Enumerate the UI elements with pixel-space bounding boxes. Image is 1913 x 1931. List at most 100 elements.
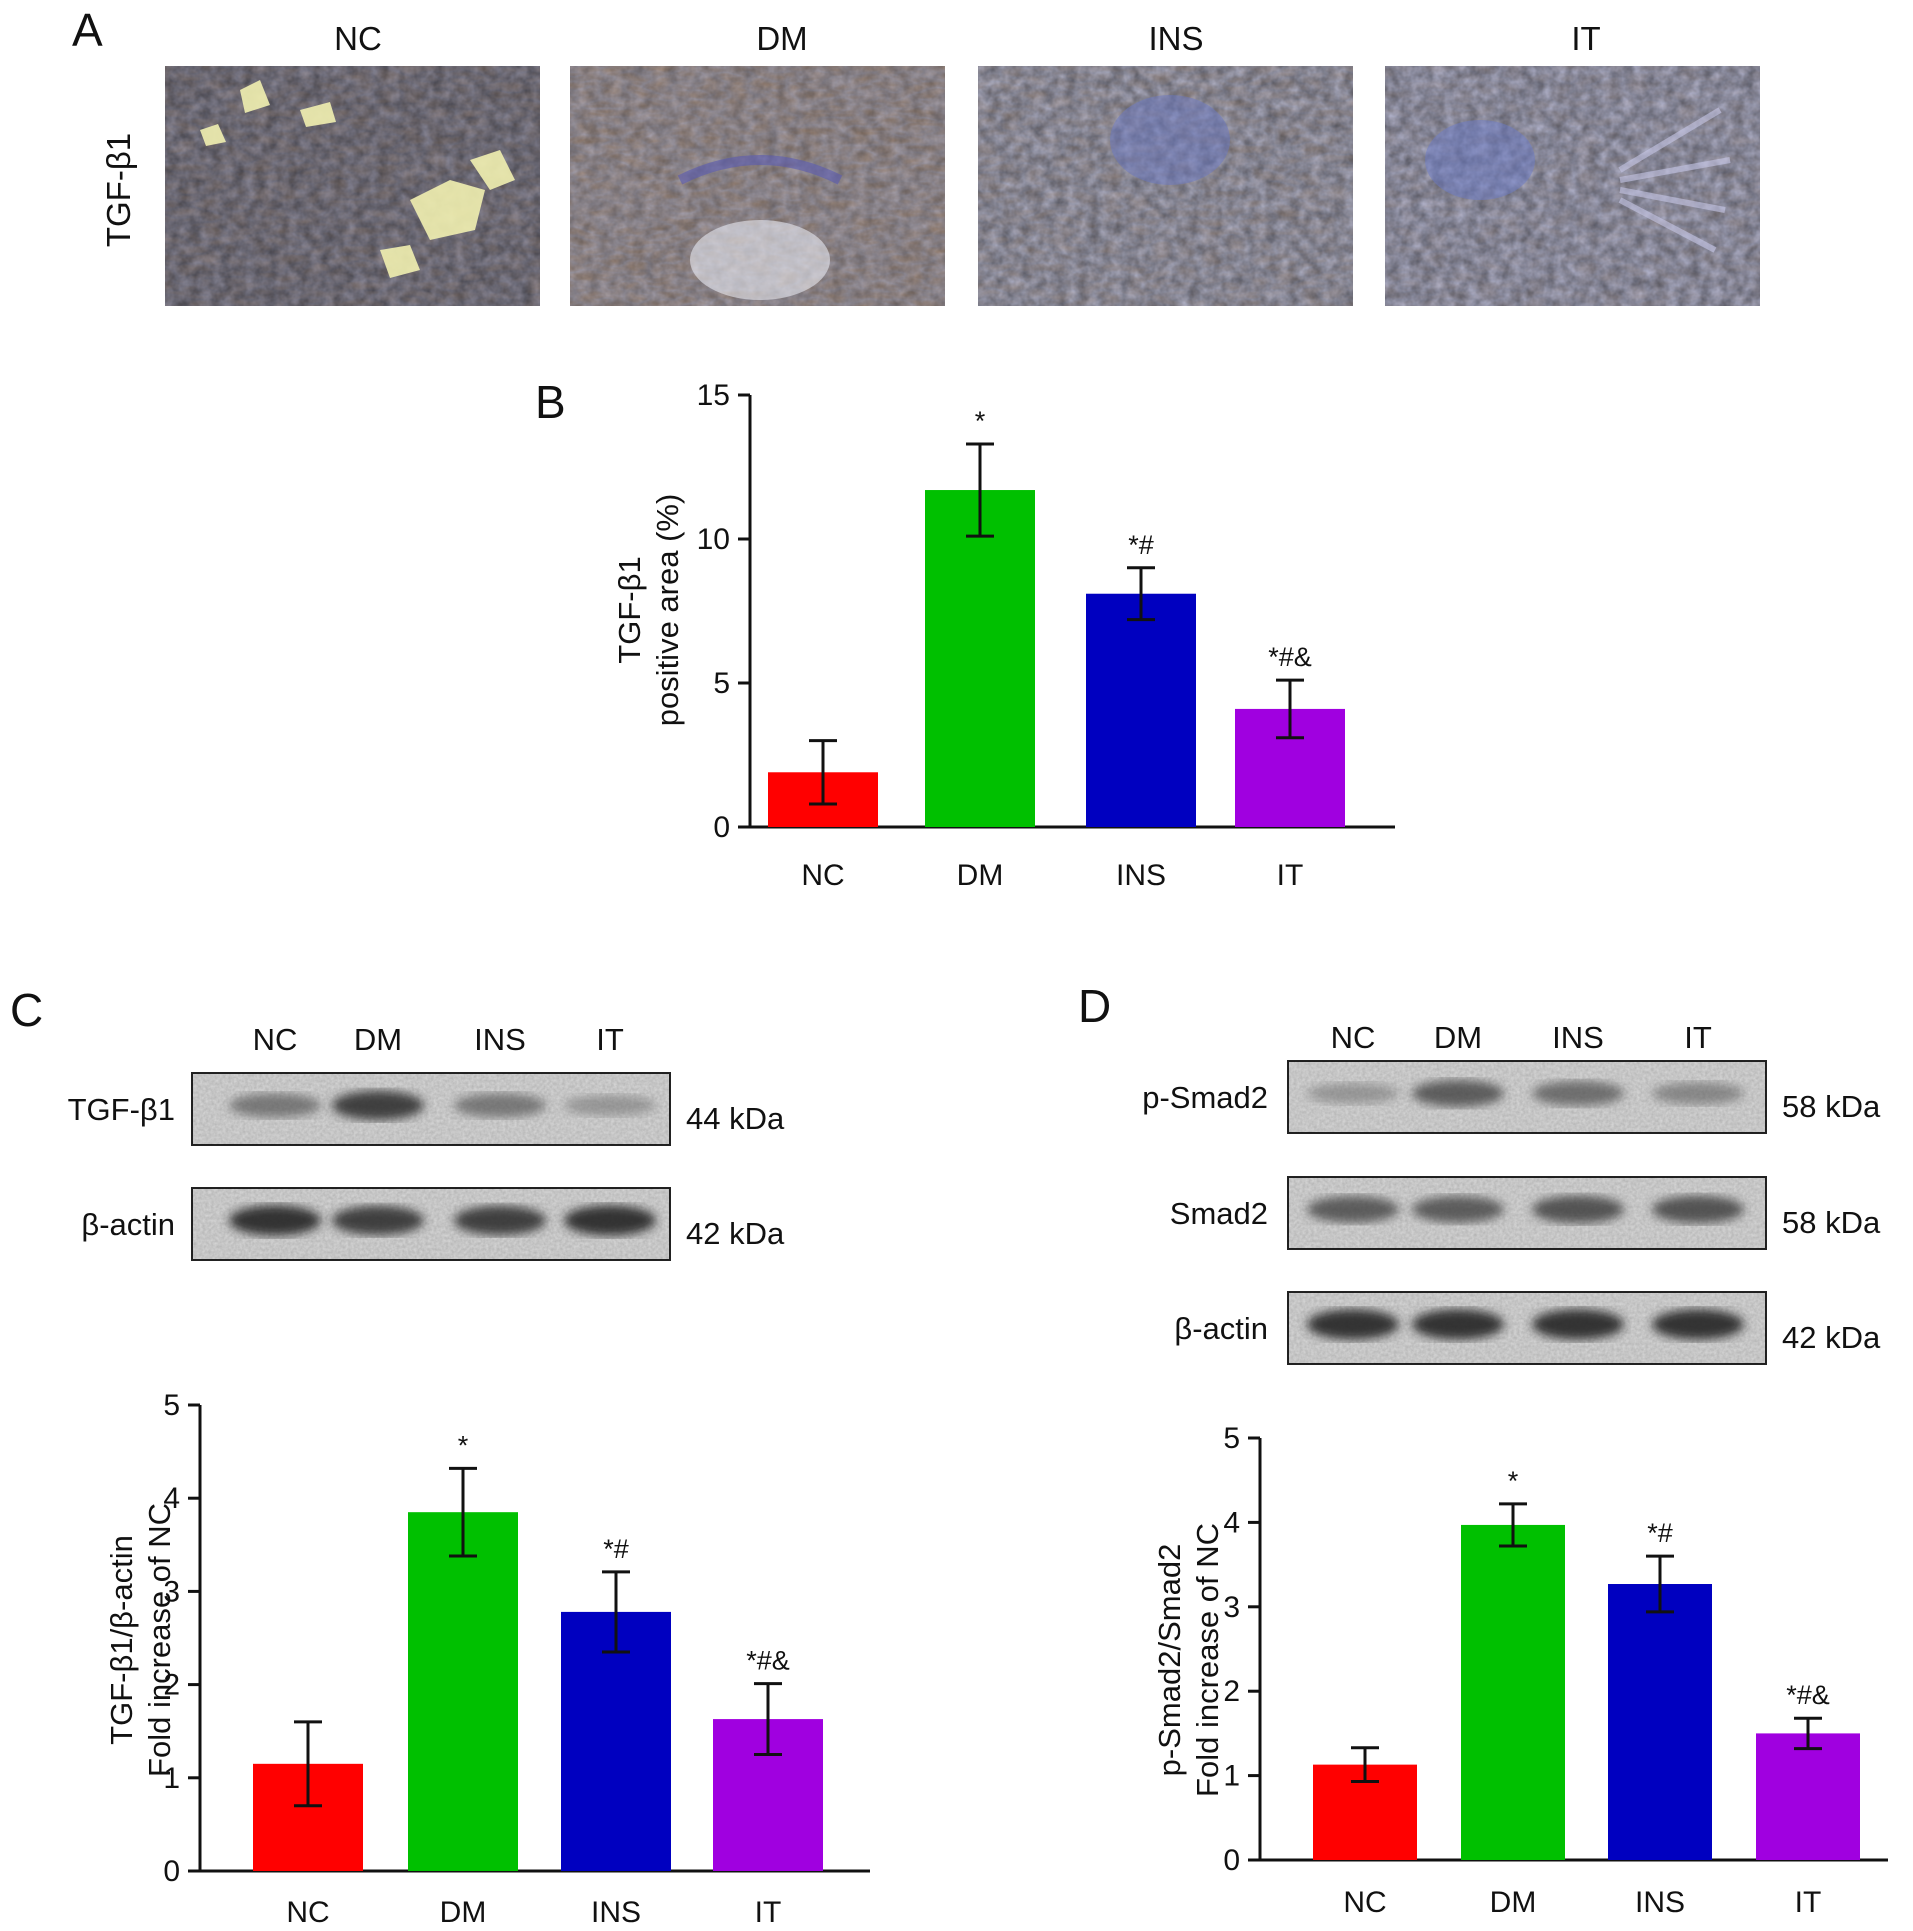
blot-d-lane-label-ins: INS [1552,1020,1604,1055]
blot-d-row-1-band-nc [1307,1083,1399,1104]
chart-d-bar-it [1756,1733,1860,1860]
chart-d: 0 1 2 3 4 5 p-Smad2/Smad2Fold increase of NC NC… [1152,1422,1888,1919]
chart-c-ytick-label: 0 [163,1855,180,1888]
chart-c-category-label-ins: INS [591,1896,641,1929]
blot-c-row-2-band-ins [454,1205,546,1236]
chart-b-ytick-label: 15 [697,379,730,412]
chart-d-category-label-nc: NC [1343,1886,1386,1919]
chart-c-ylabel-line: TGF-β1/β-actin [104,1535,139,1745]
panel-letter-c: C [10,984,43,1036]
blot-d-row-2-band-nc [1307,1196,1399,1223]
chart-c-ylabel: TGF-β1/β-actinFold increase of NC [104,1503,177,1777]
blot-c-lane-label-nc: NC [253,1022,298,1057]
micrograph-ins [978,66,1353,306]
panel-a-group-label-ins: INS [1148,20,1203,57]
blot-d-lane-label-it: IT [1684,1020,1712,1055]
blot-c-row-1-kda: 44 kDa [686,1101,785,1136]
chart-d-ylabel: p-Smad2/Smad2Fold increase of NC [1152,1523,1225,1797]
chart-b-category-label-dm: DM [957,859,1004,892]
chart-c-ytick-label: 2 [163,1669,180,1702]
chart-c-sig-dm: * [458,1430,469,1460]
chart-c-ytick-label: 1 [163,1762,180,1795]
chart-d-ytick-label: 3 [1223,1591,1240,1624]
blot-c-lane-label-ins: INS [474,1022,526,1057]
chart-b-ytick-label: 5 [713,667,730,700]
blot-d-row-3-kda: 42 kDa [1782,1320,1881,1355]
chart-c-ytick-label: 5 [163,1389,180,1422]
chart-b-sig-ins: *# [1128,530,1154,560]
panel-a-group-label-it: IT [1571,20,1600,57]
panel-a-group-labels: NC DM INS IT [334,20,1601,57]
blot-c-row-1-band-it [564,1095,656,1116]
blot-c-row-2-band-nc [229,1205,321,1236]
micrograph-dm [570,66,945,306]
chart-d-ytick-label: 0 [1223,1844,1240,1877]
chart-d-category-label-dm: DM [1490,1886,1537,1919]
blot-d-row-1-band-dm [1412,1080,1504,1107]
chart-c: 0 1 2 3 4 5 TGF-β1/β-actinFold increase of NC N… [104,1389,870,1929]
panel-letter-b: B [535,376,566,428]
blot-d-row-3-band-it [1652,1309,1744,1340]
chart-b-ylabel-line: TGF-β1 [612,556,647,663]
chart-c-category-label-dm: DM [440,1896,487,1929]
blot-d-row-1-kda: 58 kDa [1782,1089,1881,1124]
blot-d-row-3-band-ins [1532,1309,1624,1340]
chart-d-ytick-label: 1 [1223,1760,1240,1793]
chart-d-ytick-label: 2 [1223,1675,1240,1708]
panel-letter-a: A [72,4,103,56]
blot-c-row-1-band-ins [454,1093,546,1118]
chart-b-category-label-ins: INS [1116,859,1166,892]
panel-a-row-label: TGF-β1 [100,133,137,247]
chart-d-category-label-ins: INS [1635,1886,1685,1919]
chart-d-ylabel-line: p-Smad2/Smad2 [1152,1544,1187,1777]
chart-b-ytick-label: 10 [697,523,730,556]
blot-c-row-1-band-dm [332,1090,424,1121]
chart-d-ytick-label: 5 [1223,1422,1240,1455]
chart-c-ytick-label: 4 [163,1482,180,1515]
chart-c-sig-it: *#& [746,1646,790,1676]
blot-d-row-2-band-it [1652,1195,1744,1224]
blot-c-row-2-kda: 42 kDa [686,1216,785,1251]
blot-d-row-1-band-ins [1532,1081,1624,1106]
blot-c-row-2-band-dm [332,1205,424,1236]
blot-d-row-2-band-dm [1412,1196,1504,1223]
blot-c-row-1-band-nc [229,1093,321,1118]
panel-a-group-label-nc: NC [334,20,382,57]
chart-b-sig-dm: * [975,406,986,436]
blot-d-row-1-label: p-Smad2 [1142,1080,1268,1115]
chart-d-bar-dm [1461,1524,1565,1860]
blot-d-row-3-band-dm [1412,1309,1504,1340]
chart-b-ytick-label: 0 [713,811,730,844]
chart-c-category-label-it: IT [755,1896,782,1929]
chart-b-category-label-it: IT [1277,859,1304,892]
blot-d-row-2-label: Smad2 [1170,1196,1268,1231]
chart-d-category-label-it: IT [1795,1886,1822,1919]
panel-a: A TGF-β1 NC DM INS IT [72,4,1760,306]
blot-d-row-3-label: β-actin [1174,1311,1268,1346]
chart-b-ylabel: TGF-β1positive area (%) [612,494,685,727]
blot-c-row-1-label: TGF-β1 [68,1092,175,1127]
chart-c-sig-ins: *# [603,1534,629,1564]
blot-d-row-1-band-it [1652,1082,1744,1105]
chart-d-ylabel-line: Fold increase of NC [1190,1523,1225,1797]
chart-d-ytick-label: 4 [1223,1506,1240,1539]
chart-b-bar-dm [925,490,1035,827]
chart-b-category-label-nc: NC [801,859,844,892]
chart-b-ylabel-line: positive area (%) [650,494,685,727]
chart-d-sig-dm: * [1508,1466,1519,1496]
chart-b: B 0 5 10 15 TGF-β1positive area (%) NC * DM *# INS… [535,376,1395,892]
chart-c-bar-dm [408,1512,518,1871]
chart-c-ylabel-line: Fold increase of NC [142,1503,177,1777]
blot-c-lane-label-it: IT [596,1022,624,1057]
blot-d-lane-label-nc: NC [1331,1020,1376,1055]
chart-b-sig-it: *#& [1268,642,1312,672]
blot-d-row-2-kda: 58 kDa [1782,1205,1881,1240]
western-blot-c: NC DM INS IT TGF-β1 44 kDa β-actin 42 kDa [68,1022,785,1261]
chart-c-category-label-nc: NC [286,1896,329,1929]
micrograph-nc [165,66,540,306]
chart-c-bar-ins [561,1611,671,1871]
chart-d-sig-it: *#& [1786,1680,1830,1710]
micrograph-it [1385,66,1760,306]
chart-c-ytick-label: 3 [163,1575,180,1608]
